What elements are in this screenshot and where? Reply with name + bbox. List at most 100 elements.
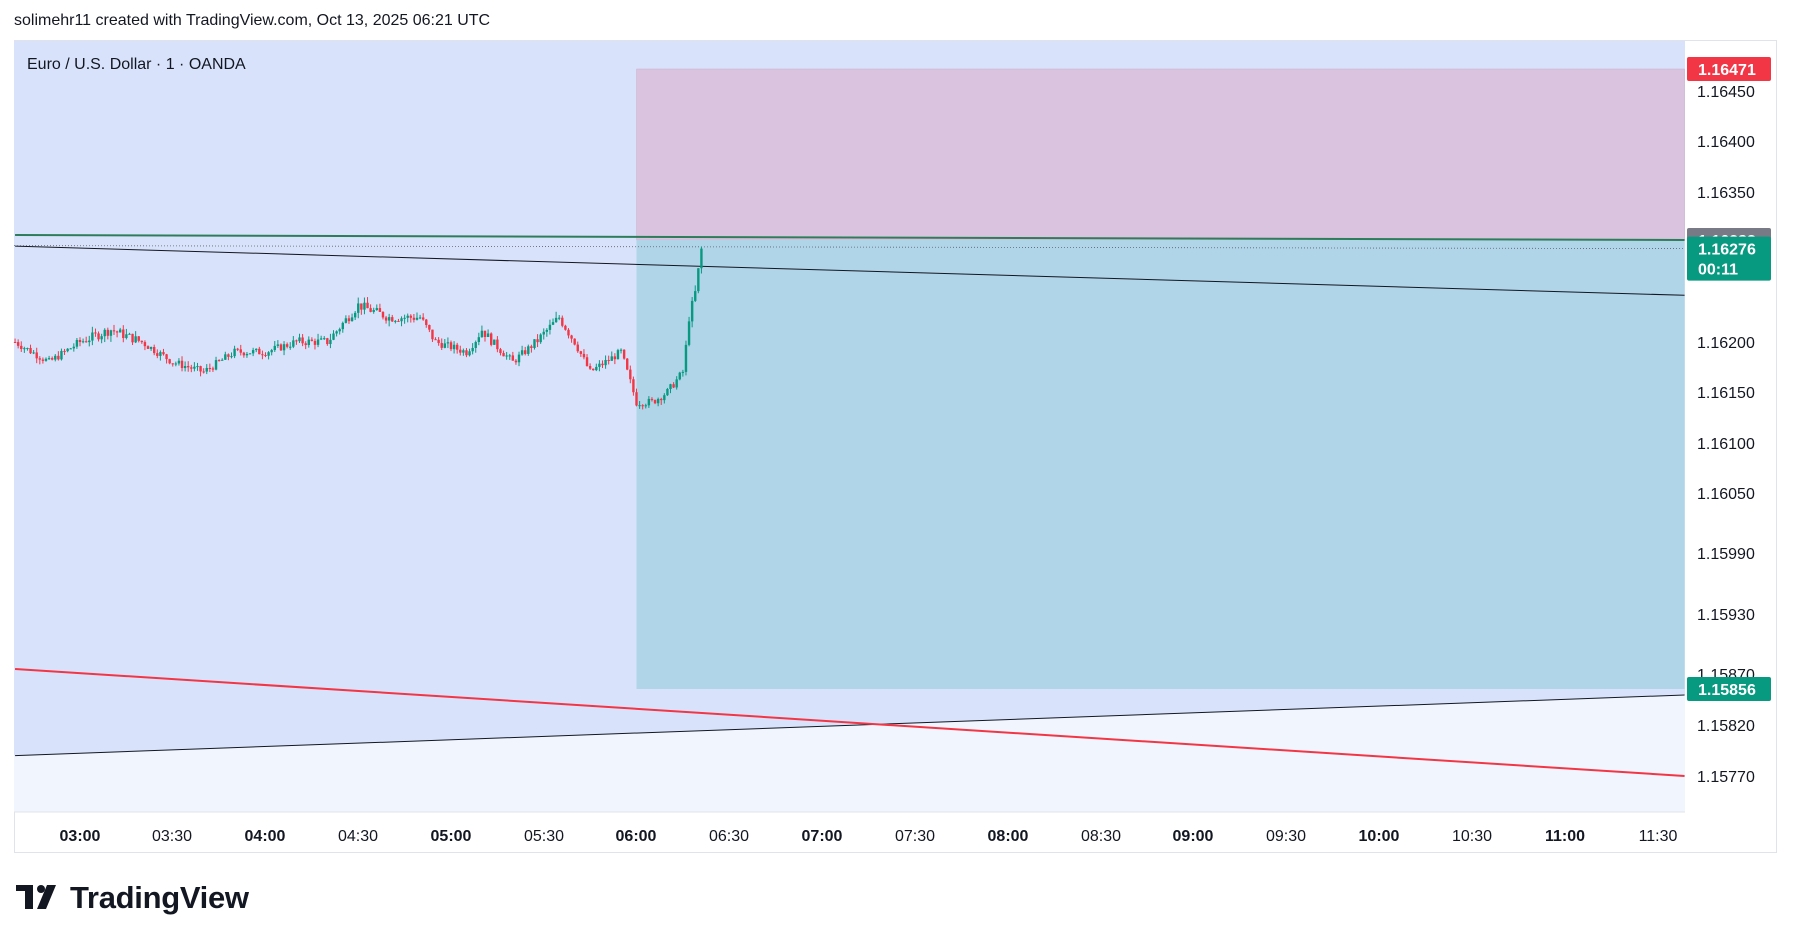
candle-body	[338, 329, 341, 332]
candle-body	[462, 350, 465, 353]
candle	[35, 347, 38, 364]
candle	[44, 357, 48, 362]
candle	[511, 351, 515, 361]
candle-body	[499, 349, 502, 354]
candle	[289, 342, 292, 350]
candle-body	[35, 352, 38, 359]
candle-body	[576, 344, 579, 352]
candle	[378, 303, 382, 313]
candle-body	[372, 309, 375, 312]
candle	[109, 329, 113, 342]
candle	[592, 368, 595, 371]
candle-body	[684, 344, 688, 372]
candle	[248, 353, 252, 355]
candle-body	[316, 339, 320, 345]
candle-body	[452, 344, 456, 350]
candle	[502, 350, 505, 357]
candle-body	[174, 363, 178, 365]
candle-body	[335, 331, 338, 334]
candle	[666, 387, 669, 396]
candle-body	[251, 350, 255, 354]
take-profit-zone	[636, 240, 1685, 689]
candle	[174, 361, 178, 367]
candle	[551, 318, 555, 326]
candle	[684, 340, 688, 376]
candle	[332, 330, 335, 341]
candle	[282, 341, 286, 356]
candle-body	[97, 333, 100, 340]
candle	[304, 341, 307, 350]
candle	[558, 315, 561, 321]
candle	[455, 342, 459, 354]
candle	[647, 396, 651, 408]
candle	[409, 314, 413, 323]
candle-body	[573, 338, 576, 345]
candle-body	[125, 334, 128, 339]
candle	[440, 338, 443, 351]
candle	[310, 337, 314, 342]
candle	[690, 296, 694, 328]
candle	[60, 348, 63, 361]
candle	[16, 339, 20, 349]
candle-body	[700, 248, 703, 269]
candle	[205, 364, 208, 375]
candle-body	[632, 379, 635, 393]
candle-body	[558, 317, 561, 319]
candle-body	[585, 357, 589, 366]
candle	[493, 339, 496, 345]
candle-body	[582, 353, 586, 358]
candle-body	[493, 339, 496, 345]
candle	[57, 351, 60, 361]
candle-body	[653, 400, 657, 404]
tradingview-logo[interactable]: TradingView	[16, 880, 249, 916]
candle-body	[672, 384, 675, 388]
candle	[613, 353, 617, 365]
candle-body	[616, 350, 620, 360]
candle	[153, 344, 156, 356]
tradingview-logo-icon	[16, 885, 56, 909]
candle	[329, 333, 332, 349]
price-label-value: 1.15856	[1698, 682, 1756, 699]
candle	[78, 337, 82, 347]
candle	[326, 337, 329, 346]
candle-body	[289, 346, 292, 348]
candle-body	[412, 317, 416, 320]
candle	[323, 336, 326, 340]
candle-body	[548, 324, 552, 330]
x-tick-label: 09:00	[1173, 828, 1214, 845]
trend-line-red-trend	[15, 668, 1685, 777]
candle	[131, 333, 134, 346]
candle	[452, 341, 456, 354]
candle	[678, 371, 681, 381]
candle	[387, 313, 391, 327]
candle	[384, 315, 388, 324]
candle	[69, 347, 72, 350]
candle	[122, 325, 125, 343]
candle-body	[511, 355, 515, 361]
candle-body	[431, 329, 434, 340]
candle	[412, 313, 416, 323]
price-label-bg	[1687, 236, 1771, 281]
candle	[91, 326, 94, 346]
candle	[54, 354, 57, 362]
candle	[415, 312, 419, 321]
candle	[576, 341, 579, 353]
x-tick-label: 11:00	[1545, 828, 1585, 845]
candle	[13, 338, 17, 343]
candle	[208, 363, 212, 373]
candle-body	[310, 339, 314, 341]
candle	[480, 325, 484, 338]
candle-body	[168, 359, 171, 364]
candle	[168, 358, 171, 365]
candle-body	[656, 398, 660, 404]
candle	[403, 314, 406, 324]
candle	[84, 336, 88, 343]
candle	[582, 349, 586, 360]
candle-body	[57, 355, 60, 360]
candle	[629, 365, 632, 384]
candle-body	[304, 343, 307, 346]
candle	[446, 337, 450, 349]
candle	[267, 351, 270, 360]
candle-body	[140, 340, 144, 343]
